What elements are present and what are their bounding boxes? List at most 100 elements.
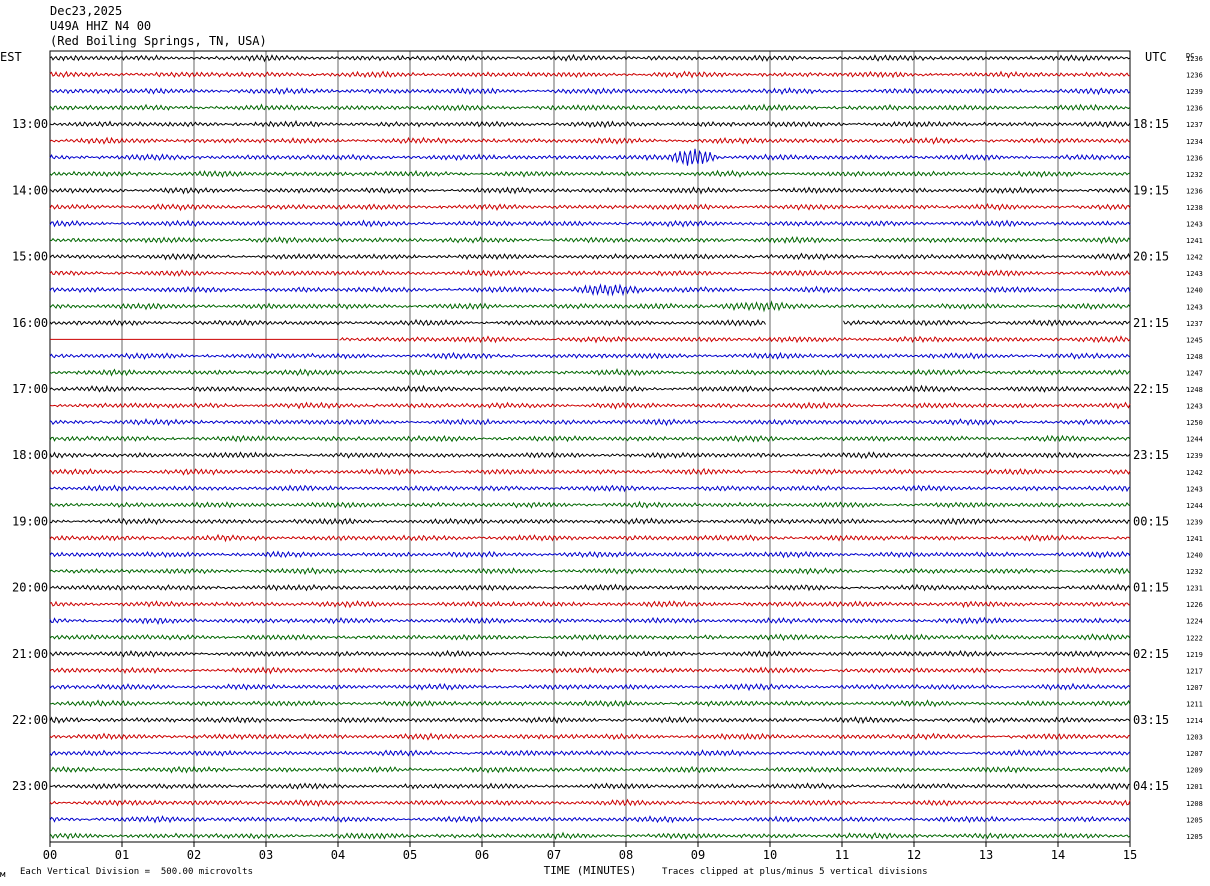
hour-label-right: 03:15 xyxy=(1133,713,1169,727)
dc-offset-value: 1243 xyxy=(1186,221,1203,229)
dc-offset-value: 1217 xyxy=(1186,667,1203,675)
dc-offset-value: 1244 xyxy=(1186,436,1203,444)
seismic-trace xyxy=(49,119,1131,129)
dc-offset-value: 1236 xyxy=(1186,72,1203,80)
dc-offset-value: 1241 xyxy=(1186,237,1203,245)
dc-offset-value: 1239 xyxy=(1186,518,1203,526)
dc-offset-value: 1207 xyxy=(1186,684,1203,692)
dc-offset-value: 1234 xyxy=(1186,138,1203,146)
seismic-trace xyxy=(49,148,1131,166)
dc-offset-value: 1232 xyxy=(1186,171,1203,179)
dc-offset-value: 1231 xyxy=(1186,585,1203,593)
dc-offset-value: 1239 xyxy=(1186,88,1203,96)
seismic-trace xyxy=(49,418,1131,427)
hour-label-left: 23:00 xyxy=(12,779,48,793)
dc-offset-value: 1239 xyxy=(1186,452,1203,460)
x-tick-label: 13 xyxy=(979,848,993,862)
hour-label-right: 23:15 xyxy=(1133,448,1169,462)
seismic-trace xyxy=(49,782,1131,791)
hour-label-right: 00:15 xyxy=(1133,514,1169,528)
dc-offset-value: 1247 xyxy=(1186,369,1203,377)
hour-label-right: 22:15 xyxy=(1133,382,1169,396)
corner-mark: м xyxy=(0,870,6,880)
hour-label-left: 19:00 xyxy=(12,514,48,528)
dc-offset-value: 1238 xyxy=(1186,204,1203,212)
seismic-trace xyxy=(49,169,1131,179)
x-tick-label: 08 xyxy=(619,848,633,862)
seismic-trace xyxy=(49,235,1131,245)
dc-offset-value: 1209 xyxy=(1186,767,1203,775)
dc-offset-value: 1205 xyxy=(1186,833,1203,841)
seismic-trace xyxy=(49,283,1131,297)
seismic-trace xyxy=(49,467,1131,476)
dc-offset-value: 1248 xyxy=(1186,353,1203,361)
hour-label-left: 20:00 xyxy=(12,581,48,595)
dc-offset-value: 1243 xyxy=(1186,303,1203,311)
dc-offset-value: 1205 xyxy=(1186,816,1203,824)
seismic-trace xyxy=(49,798,1131,808)
seismic-trace xyxy=(49,583,1131,592)
hour-label-left: 16:00 xyxy=(12,316,48,330)
dc-offset-value: 1245 xyxy=(1186,336,1203,344)
seismic-trace xyxy=(49,252,1131,261)
dc-offset-value: 1250 xyxy=(1186,419,1203,427)
seismic-trace xyxy=(49,86,1131,96)
seismic-trace xyxy=(49,451,1131,460)
seismic-trace xyxy=(49,434,1131,443)
hour-label-right: 20:15 xyxy=(1133,250,1169,264)
x-tick-label: 15 xyxy=(1123,848,1137,862)
hour-label-right: 04:15 xyxy=(1133,779,1169,793)
seismic-trace xyxy=(49,682,1131,692)
seismic-trace xyxy=(49,500,1131,509)
seismic-trace xyxy=(49,401,1131,410)
dc-offset-value: 1243 xyxy=(1186,485,1203,493)
dc-offset-value: 1232 xyxy=(1186,568,1203,576)
seismic-trace xyxy=(49,517,1131,526)
dc-offset-value: 1237 xyxy=(1186,121,1203,129)
plot-frame xyxy=(49,50,1131,843)
seismic-trace xyxy=(49,484,1131,493)
seismic-trace xyxy=(50,699,1131,708)
hour-label-left: 14:00 xyxy=(12,183,48,197)
x-tick-label: 02 xyxy=(187,848,201,862)
x-axis-label: TIME (MINUTES) xyxy=(544,864,637,877)
x-tick-label: 11 xyxy=(835,848,849,862)
dc-offset-value: 1248 xyxy=(1186,386,1203,394)
seismic-trace xyxy=(49,203,1131,212)
hour-label-right: 21:15 xyxy=(1133,316,1169,330)
dc-offset-value: 1236 xyxy=(1186,105,1203,113)
seismic-trace xyxy=(49,136,1131,145)
right-timezone-label: UTC xyxy=(1145,50,1167,64)
x-tick-label: 10 xyxy=(763,848,777,862)
seismic-trace xyxy=(49,351,1131,360)
dc-offset-value: 1211 xyxy=(1186,700,1203,708)
seismic-trace xyxy=(49,732,1131,741)
hour-label-right: 02:15 xyxy=(1133,647,1169,661)
hour-label-right: 18:15 xyxy=(1133,117,1169,131)
x-tick-label: 03 xyxy=(259,848,273,862)
hour-label-left: 22:00 xyxy=(12,713,48,727)
seismic-trace xyxy=(49,715,1131,725)
seismic-trace xyxy=(49,186,1131,195)
seismic-trace xyxy=(49,533,1131,543)
dc-offset-value: 1226 xyxy=(1186,601,1203,609)
dc-offset-value: 1243 xyxy=(1186,403,1203,411)
hour-label-right: 19:15 xyxy=(1133,183,1169,197)
x-tick-label: 14 xyxy=(1051,848,1065,862)
dc-offset-value: 1224 xyxy=(1186,618,1203,626)
hour-label-left: 17:00 xyxy=(12,382,48,396)
clip-note: Traces clipped at plus/minus 5 vertical … xyxy=(662,867,928,877)
chart-date: Dec23,2025 xyxy=(50,4,123,18)
seismic-trace xyxy=(49,748,1131,757)
hour-label-left: 13:00 xyxy=(12,117,48,131)
seismic-trace xyxy=(49,666,1131,675)
dc-offset-value: 1242 xyxy=(1186,254,1203,262)
scale-note: Each Vertical Division = 500.00 microvol… xyxy=(20,867,253,877)
seismic-trace xyxy=(49,368,1131,377)
seismic-trace xyxy=(49,103,1131,112)
x-tick-label: 06 xyxy=(475,848,489,862)
dc-offset-value: 1208 xyxy=(1186,800,1203,808)
x-tick-label: 07 xyxy=(547,848,561,862)
hour-label-left: 21:00 xyxy=(12,647,48,661)
